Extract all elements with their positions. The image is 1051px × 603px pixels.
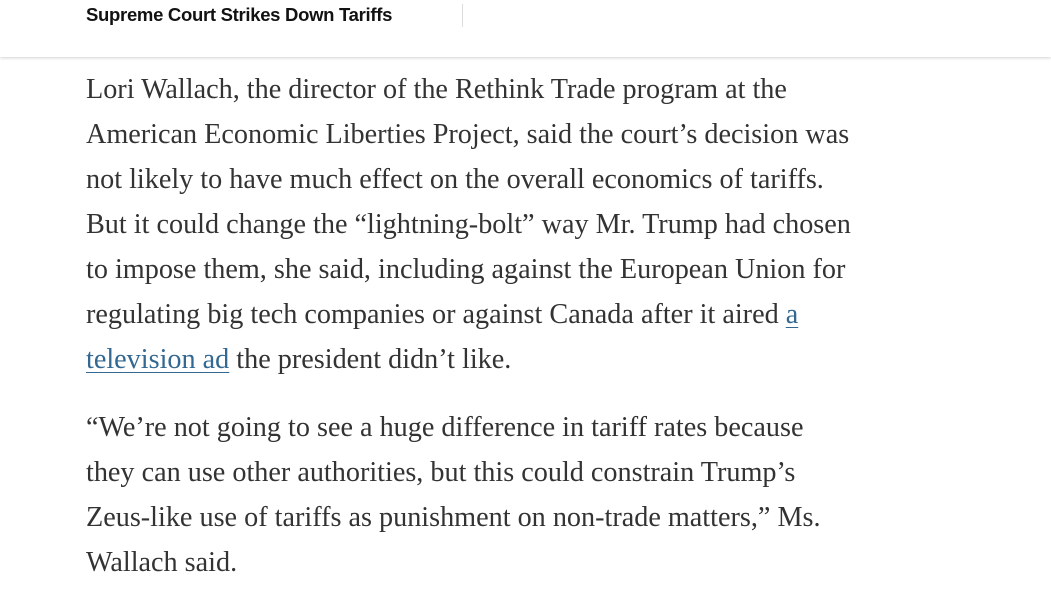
paragraph-line-with-link: regulating big tech companies or against… <box>86 292 1016 337</box>
television-ad-link[interactable]: a <box>785 299 799 330</box>
paragraph-line: “We’re not going to see a huge differenc… <box>86 411 804 443</box>
paragraph-line: But it could change the “lightning-bolt”… <box>86 209 851 240</box>
article-body: Lori Wallach, the director of the Rethin… <box>86 67 1016 585</box>
header-divider <box>462 4 463 27</box>
paragraph-line: American Economic Liberties Project, sai… <box>86 119 850 150</box>
header-title[interactable]: Supreme Court Strikes Down Tariffs <box>86 4 393 25</box>
television-ad-link-continued[interactable]: television ad <box>86 344 230 375</box>
paragraph-line: to impose them, she said, including agai… <box>86 254 846 285</box>
paragraph-line-text: the president didn’t like. <box>229 344 512 375</box>
paragraph-line-text: regulating big tech companies or against… <box>86 299 786 330</box>
paragraph-line-with-link: television ad the president didn’t like. <box>86 337 1016 382</box>
paragraph-line: they can use other authorities, but this… <box>86 456 796 488</box>
paragraph-line: Wallach said. <box>86 546 238 578</box>
paragraph-2: “We’re not going to see a huge differenc… <box>86 405 1016 585</box>
paragraph-line: not likely to have much effect on the ov… <box>86 164 824 195</box>
paragraph-line: Lori Wallach, the director of the Rethin… <box>86 74 787 105</box>
paragraph-1: Lori Wallach, the director of the Rethin… <box>86 67 1016 382</box>
paragraph-line: Zeus-like use of tariffs as punishment o… <box>86 501 821 533</box>
sticky-header: Supreme Court Strikes Down Tariffs <box>0 0 1051 57</box>
